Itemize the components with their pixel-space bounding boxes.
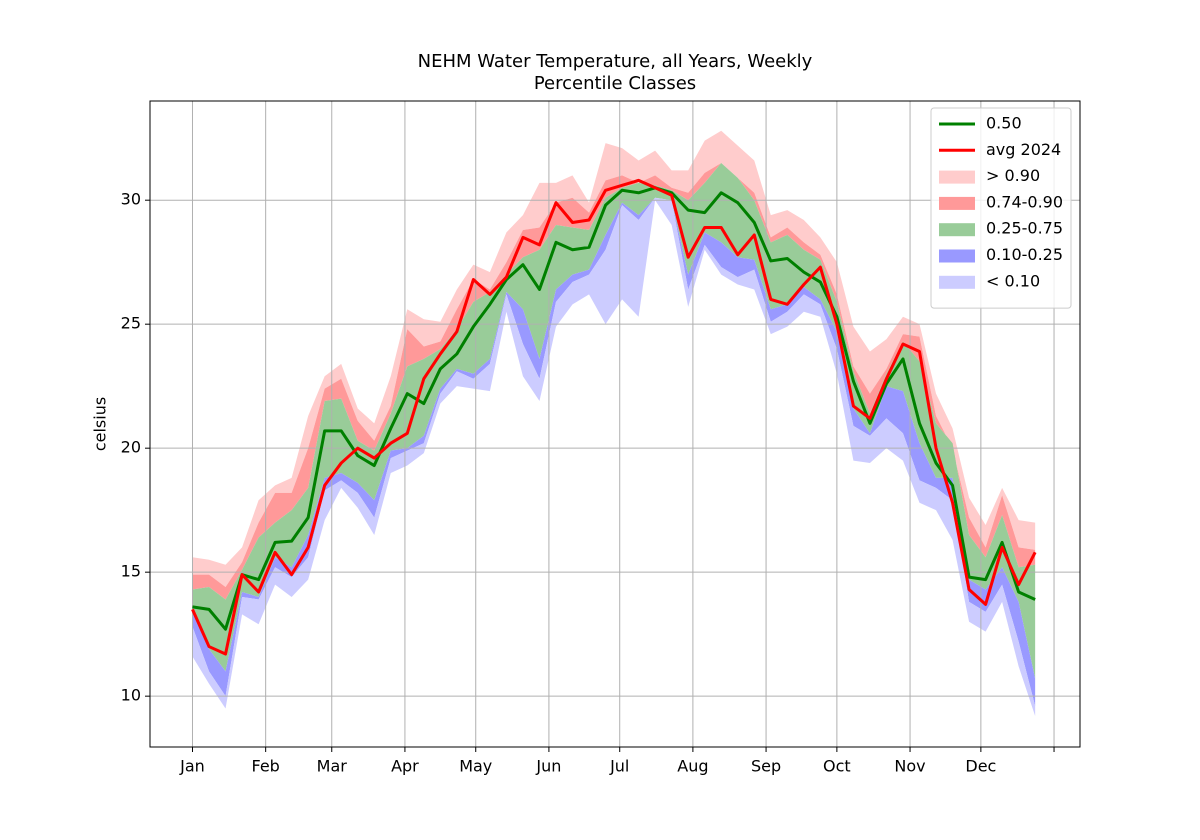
percentile-band xyxy=(192,130,1036,588)
legend-label: 0.50 xyxy=(986,114,1022,133)
legend-patch xyxy=(939,223,975,237)
y-tick-label: 25 xyxy=(121,314,141,333)
legend-label: 0.25-0.75 xyxy=(986,219,1063,238)
legend-label: 0.74-0.90 xyxy=(986,192,1063,211)
percentile-band xyxy=(192,197,1036,717)
legend-label: avg 2024 xyxy=(986,140,1061,159)
legend: 0.50 avg 2024 > 0.90 0.74-0.90 0.25-0.75 0.10… xyxy=(930,107,1072,309)
legend-patch xyxy=(939,275,975,289)
plot-area xyxy=(150,101,1080,747)
x-tick-label: Mar xyxy=(317,757,348,776)
y-tick-label: 20 xyxy=(121,438,141,457)
x-tick-label: Feb xyxy=(251,757,279,776)
x-tick-label: Jan xyxy=(179,757,205,776)
x-tick-label: Nov xyxy=(894,757,925,776)
legend-patch xyxy=(939,170,975,184)
legend-patch xyxy=(939,249,975,263)
y-tick-label: 15 xyxy=(121,562,141,581)
legend-patch xyxy=(939,196,975,210)
axes-frame xyxy=(149,100,1081,748)
x-tick-label: Dec xyxy=(965,757,996,776)
series-line xyxy=(192,186,1036,631)
y-axis-label: celsius xyxy=(91,397,110,451)
series-line xyxy=(191,178,1037,656)
legend-label: 0.10-0.25 xyxy=(986,245,1063,264)
x-tick-label: Apr xyxy=(391,757,419,776)
x-tick-label: Oct xyxy=(823,757,851,776)
legend-label: < 0.10 xyxy=(986,271,1040,290)
x-tick-label: Aug xyxy=(677,757,708,776)
chart-subtitle: Percentile Classes xyxy=(534,73,696,94)
x-tick-label: Jul xyxy=(609,757,629,776)
y-tick-label: 10 xyxy=(121,686,141,705)
legend-label: > 0.90 xyxy=(986,166,1040,185)
chart-title: NEHM Water Temperature, all Years, Weekl… xyxy=(418,51,813,72)
x-tick-label: Sep xyxy=(751,757,781,776)
y-tick-label: 30 xyxy=(121,190,141,209)
x-tick-label: May xyxy=(459,757,492,776)
x-tick-label: Jun xyxy=(535,757,561,776)
